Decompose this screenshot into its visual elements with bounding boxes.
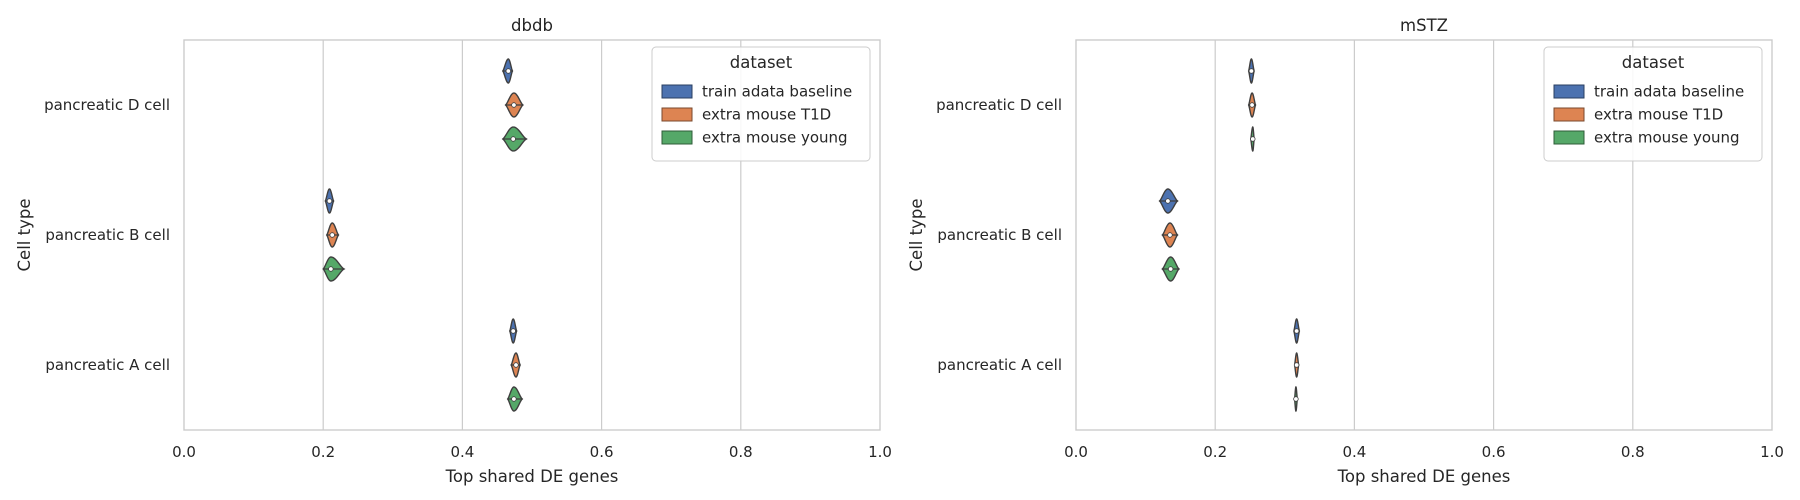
y-axis-label: Cell type bbox=[907, 199, 926, 272]
chart-title: dbdb bbox=[511, 16, 553, 35]
x-tick-label: 0.0 bbox=[172, 443, 196, 461]
x-tick-label: 0.4 bbox=[1342, 443, 1366, 461]
median-dot bbox=[328, 266, 334, 272]
y-tick-label: pancreatic B cell bbox=[937, 226, 1062, 244]
legend-box bbox=[651, 46, 871, 162]
x-tick-label: 1.0 bbox=[1760, 443, 1784, 461]
median-dot bbox=[511, 102, 517, 108]
legend-label: train adata baseline bbox=[702, 83, 852, 101]
median-dot bbox=[1293, 328, 1300, 334]
plot-frame bbox=[183, 39, 881, 431]
legend-swatch bbox=[661, 84, 693, 99]
legend-label: extra mouse young bbox=[1594, 129, 1740, 147]
median-dot bbox=[1293, 362, 1300, 368]
y-tick-label: pancreatic D cell bbox=[44, 96, 170, 114]
legend-swatch bbox=[1553, 84, 1585, 99]
x-tick-label: 0.8 bbox=[729, 443, 753, 461]
y-tick-label: pancreatic A cell bbox=[937, 356, 1062, 374]
legend-title: dataset bbox=[1622, 53, 1685, 72]
legend-swatch bbox=[1553, 130, 1585, 145]
x-tick-label: 1.0 bbox=[868, 443, 892, 461]
median-dot bbox=[513, 362, 519, 368]
x-tick-label: 0.8 bbox=[1621, 443, 1645, 461]
x-tick-label: 0.0 bbox=[1064, 443, 1088, 461]
chart-panel-2: 0.0 0.2 0.4 0.6 0.8 1.0 pancreatic D cell pancr… bbox=[907, 16, 1784, 486]
legend-label: extra mouse T1D bbox=[1594, 106, 1723, 124]
x-tick-label: 0.6 bbox=[590, 443, 614, 461]
x-axis-label: Top shared DE genes bbox=[445, 467, 619, 486]
x-tick-label: 0.2 bbox=[1203, 443, 1227, 461]
legend-box bbox=[1543, 46, 1763, 162]
legend-swatch bbox=[1553, 107, 1585, 122]
legend-label: extra mouse young bbox=[702, 129, 848, 147]
plot-frame bbox=[1075, 39, 1773, 431]
median-dot bbox=[1167, 232, 1173, 238]
median-dot bbox=[329, 232, 335, 238]
median-dot bbox=[510, 136, 516, 142]
legend-label: train adata baseline bbox=[1594, 83, 1744, 101]
y-tick-label: pancreatic A cell bbox=[45, 356, 170, 374]
median-dot bbox=[1250, 136, 1256, 142]
x-axis-label: Top shared DE genes bbox=[1337, 467, 1511, 486]
median-dot bbox=[1293, 396, 1299, 402]
legend-swatch bbox=[661, 107, 693, 122]
x-tick-label: 0.2 bbox=[311, 443, 335, 461]
chart-title: mSTZ bbox=[1400, 16, 1448, 35]
legend-label: extra mouse T1D bbox=[702, 106, 831, 124]
median-dot bbox=[510, 328, 516, 334]
median-dot bbox=[326, 198, 333, 204]
x-tick-label: 0.4 bbox=[450, 443, 474, 461]
legend-swatch bbox=[661, 130, 693, 145]
median-dot bbox=[1249, 102, 1255, 108]
median-dot bbox=[505, 68, 512, 74]
y-tick-label: pancreatic D cell bbox=[936, 96, 1062, 114]
y-axis-label: Cell type bbox=[15, 199, 34, 272]
legend: dataset train adata baseline extra mouse T… bbox=[651, 46, 871, 162]
y-tick-label: pancreatic B cell bbox=[45, 226, 170, 244]
median-dot bbox=[511, 396, 517, 402]
chart-panel-1: 0.0 0.2 0.4 0.6 0.8 1.0 pancreatic D cell pancr… bbox=[15, 16, 892, 486]
median-dot bbox=[1167, 266, 1174, 272]
x-tick-label: 0.6 bbox=[1482, 443, 1506, 461]
median-dot bbox=[1165, 198, 1171, 204]
legend: dataset train adata baseline extra mouse T… bbox=[1543, 46, 1763, 162]
median-dot bbox=[1248, 68, 1255, 74]
legend-title: dataset bbox=[730, 53, 793, 72]
